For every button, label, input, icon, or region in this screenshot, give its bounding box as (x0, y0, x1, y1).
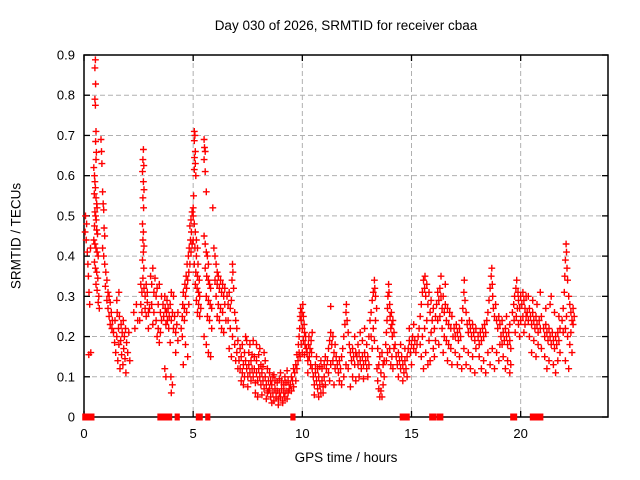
y-tick-label: 0.1 (57, 369, 75, 384)
zero-value-marker (87, 413, 95, 421)
zero-value-marker (529, 413, 537, 421)
zero-value-marker (436, 413, 444, 421)
y-tick-label: 0.7 (57, 128, 75, 143)
zero-value-marker (536, 413, 544, 421)
scatter-points (81, 56, 578, 409)
plot-border (83, 54, 609, 418)
x-tick-label: 10 (295, 426, 309, 441)
y-tick-label: 0 (68, 410, 75, 425)
zero-value-marker (429, 413, 437, 421)
x-tick-label: 5 (190, 426, 197, 441)
x-tick-label: 0 (80, 426, 87, 441)
y-tick-label: 0.5 (57, 208, 75, 223)
y-tick-label: 0.3 (57, 289, 75, 304)
chart-title: Day 030 of 2026, SRMTID for receiver cba… (214, 18, 478, 33)
zero-value-marker (510, 413, 518, 421)
zero-value-marker (160, 413, 168, 421)
x-tick-label: 15 (404, 426, 418, 441)
y-tick-label: 0.4 (57, 249, 75, 264)
y-tick-label: 0.6 (57, 168, 75, 183)
y-axis-label: SRMTID / TECUs (8, 182, 24, 290)
x-axis-label: GPS time / hours (294, 450, 398, 465)
y-tick-label: 0.9 (57, 48, 75, 63)
zero-value-marker-thin (174, 413, 178, 421)
y-tick-label: 0.2 (57, 329, 75, 344)
zero-value-marker-thin (176, 413, 180, 421)
zero-value-marker (195, 413, 203, 421)
y-tick-label: 0.8 (57, 88, 75, 103)
zero-value-marker (402, 413, 410, 421)
zero-value-marker-thin (207, 413, 211, 421)
zero-value-marker-thin (290, 413, 294, 421)
x-tick-label: 20 (513, 426, 527, 441)
zero-value-marker-thin (292, 413, 296, 421)
zero-value-marker-thin (205, 413, 209, 421)
zero-value-marker (165, 413, 173, 421)
